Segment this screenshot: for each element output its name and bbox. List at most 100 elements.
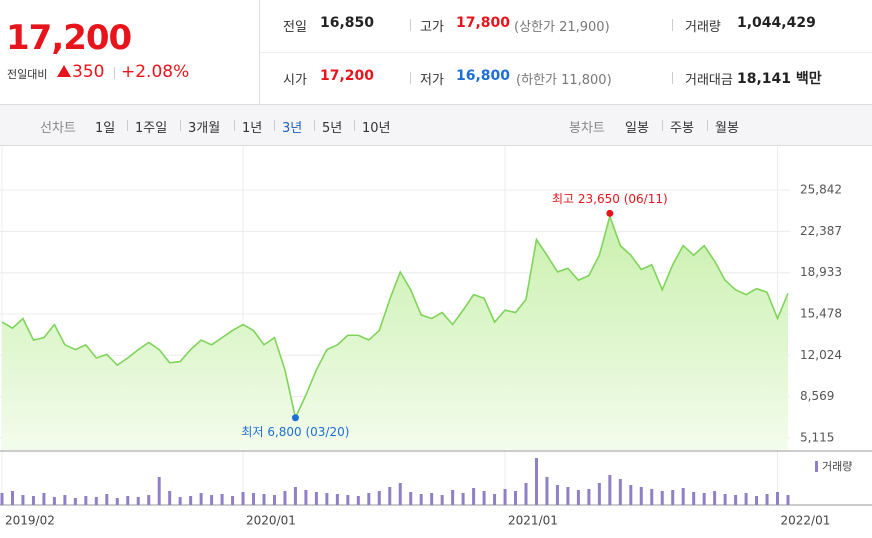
volume-bar [660, 491, 664, 505]
volume-bar [514, 491, 518, 505]
volume-bar [597, 483, 601, 505]
divider [260, 52, 872, 53]
period-tab[interactable]: 1일 [95, 121, 116, 136]
stat-limit: (상한가 21,900) [514, 20, 610, 35]
separator [672, 72, 673, 84]
change-pct: +2.08% [121, 62, 190, 82]
y-tick-label: 22,387 [800, 224, 842, 238]
separator [354, 120, 355, 131]
volume-bar [126, 496, 130, 505]
volume-bar [524, 483, 528, 505]
stat-value: 1,044,429 [737, 15, 816, 31]
period-tab[interactable]: 1년 [242, 121, 263, 136]
volume-bar [314, 492, 318, 505]
volume-bar [31, 496, 35, 505]
y-tick-label: 12,024 [800, 348, 842, 362]
volume-bar [147, 495, 151, 505]
volume-bar [272, 495, 276, 505]
volume-bar [262, 494, 266, 505]
volume-bar [73, 498, 77, 505]
stat-label: 고가 [420, 20, 444, 35]
volume-bar [283, 491, 287, 505]
separator [234, 120, 235, 131]
change-label: 전일대비 [7, 68, 48, 81]
volume-bar [566, 487, 570, 505]
volume-bar [461, 493, 465, 505]
volume-bar [325, 493, 329, 505]
stat-value: 18,141 백만 [737, 71, 822, 87]
volume-bar [765, 494, 769, 505]
stat-value: 17,800 [456, 15, 511, 31]
volume-bar [755, 496, 759, 505]
volume-bar [555, 485, 559, 505]
volume-bar [440, 495, 444, 505]
separator [410, 19, 411, 31]
volume-bar [409, 492, 413, 505]
volume-bar [388, 487, 392, 505]
stat-limit: (하한가 11,800) [516, 73, 612, 88]
volume-bar [231, 496, 235, 505]
stat-value: 16,800 [456, 68, 511, 84]
x-tick-label: 2021/01 [508, 514, 558, 528]
volume-bar [168, 491, 172, 505]
volume-bar [94, 497, 98, 505]
volume-bar [189, 496, 193, 505]
volume-bar [346, 495, 350, 505]
volume-bar [419, 494, 423, 505]
volume-bar [136, 497, 140, 505]
volume-bar [608, 475, 612, 505]
period-tab[interactable]: 주봉 [670, 121, 694, 136]
separator [127, 120, 128, 131]
volume-bar [534, 458, 538, 505]
separator [707, 120, 708, 131]
max-label: 최고 23,650 (06/11) [552, 192, 668, 206]
volume-bar [545, 477, 549, 505]
volume-bar [304, 490, 308, 505]
period-tab[interactable]: 일봉 [625, 121, 649, 136]
period-tab[interactable]: 3개월 [188, 121, 221, 136]
x-tick-label: 2019/02 [5, 514, 55, 528]
stat-value: 16,850 [320, 15, 375, 31]
volume-bar [776, 492, 780, 505]
volume-bar [199, 493, 203, 505]
stat-label: 거래량 [685, 20, 721, 35]
divider [259, 0, 260, 104]
volume-bar [52, 497, 56, 505]
volume-bar [178, 497, 182, 505]
chart: 5,115 8,569 12,024 15,478 18,933 22,387 25,842… [0, 146, 872, 528]
stat-value: 17,200 [320, 68, 375, 84]
stat-label: 저가 [420, 73, 444, 88]
volume-bar [576, 490, 580, 505]
tabs: 선차트 1일 1주일 3개월 1년 3년 5년 10년 봉차트 일봉 주봉 월봉 [0, 105, 872, 145]
y-tick-label: 15,478 [800, 307, 842, 321]
stat-label: 전일 [283, 20, 307, 35]
volume-bar [744, 493, 748, 505]
volume-bar [786, 495, 790, 505]
volume-bar [702, 493, 706, 505]
y-tick-label: 25,842 [800, 183, 842, 197]
volume-bar [493, 494, 497, 505]
separator [410, 72, 411, 84]
volume-bar [63, 495, 67, 505]
volume-bar [157, 477, 161, 505]
header [0, 0, 872, 105]
volume-bar [692, 492, 696, 505]
up-arrow [57, 65, 71, 77]
min-label: 최저 6,800 (03/20) [241, 425, 349, 439]
period-tab[interactable]: 10년 [362, 121, 391, 136]
line [1, 213, 789, 421]
period-tab[interactable]: 3년 [282, 121, 303, 136]
volume-bar [115, 498, 119, 505]
tab-group-label: 봉차트 [569, 121, 605, 136]
volume-bar [472, 488, 476, 505]
period-tab[interactable]: 월봉 [715, 121, 739, 136]
period-tab[interactable]: 5년 [322, 121, 343, 136]
y-tick-label: 5,115 [800, 430, 834, 444]
separator [114, 67, 115, 79]
price: 17,200 [6, 18, 132, 58]
volume-bar [84, 496, 88, 505]
legend-label: 거래량 [822, 460, 852, 473]
period-tab[interactable]: 1주일 [135, 121, 168, 136]
volume-bar [210, 495, 214, 505]
